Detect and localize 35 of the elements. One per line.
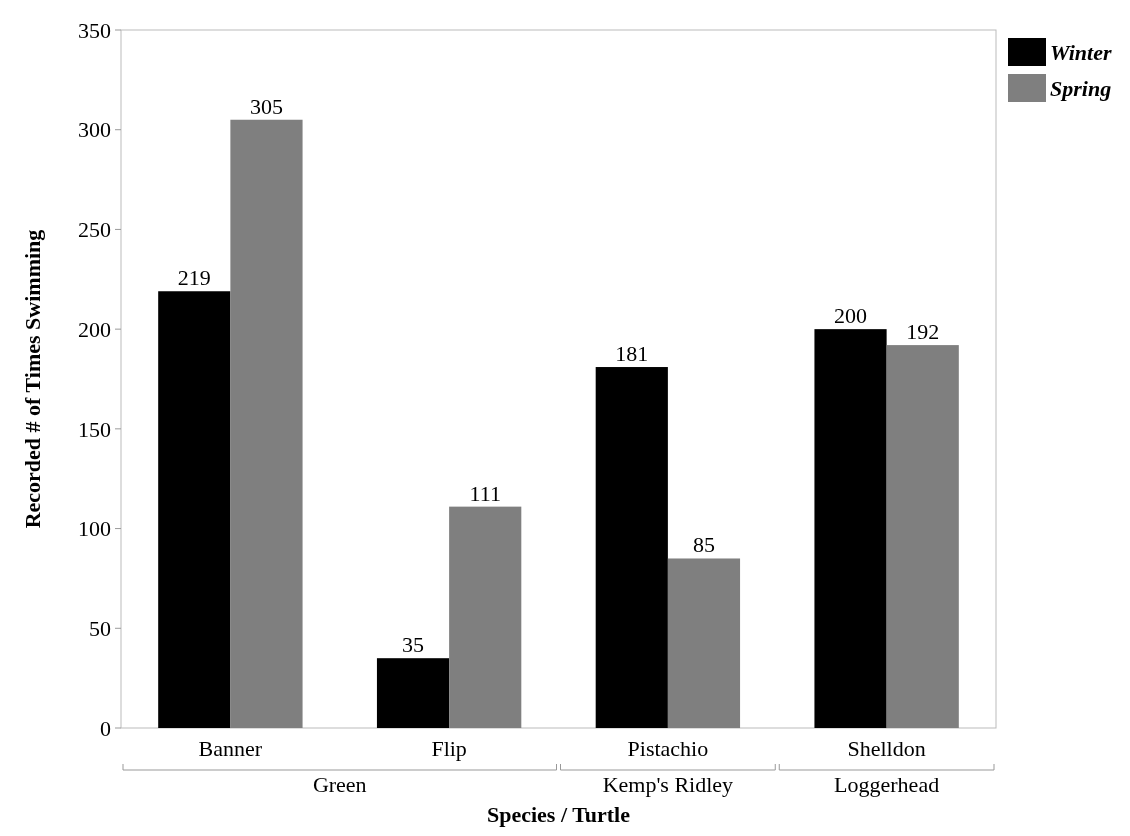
y-tick-label: 350: [78, 17, 111, 43]
data-label: 200: [834, 303, 868, 329]
y-tick-label: 150: [78, 416, 111, 442]
data-label: 192: [906, 319, 940, 345]
y-tick-label: 300: [78, 117, 111, 143]
bar: [595, 367, 668, 728]
x-tick-label: Banner: [198, 736, 263, 761]
x-axis-title: Species / Turtle: [486, 802, 631, 827]
legend-label: Winter: [1050, 39, 1112, 65]
bar: [814, 329, 887, 728]
text: Kemp's Ridley: [602, 772, 734, 797]
y-tick-label: 200: [78, 316, 111, 342]
x-tick-label: Pistachio: [627, 736, 709, 761]
bar: [158, 291, 231, 728]
y-tick-label: 100: [78, 516, 111, 542]
data-label: 111: [469, 480, 501, 506]
bar: [449, 506, 522, 728]
data-label: 181: [615, 341, 649, 367]
bar: [667, 558, 741, 728]
bar: [886, 345, 959, 728]
y-tick-label: 250: [78, 217, 111, 243]
x-tick-label: Flip: [431, 736, 467, 761]
data-label: 85: [692, 532, 715, 558]
y-tick-label: 0: [100, 715, 111, 741]
text: Loggerhead: [834, 772, 940, 797]
text: Green: [312, 772, 367, 797]
bar: [376, 658, 450, 728]
y-axis-title: Recorded # of Times Swimming: [20, 229, 45, 529]
data-label: 305: [249, 93, 283, 119]
bar: [230, 119, 303, 728]
legend-label: Spring: [1050, 75, 1112, 101]
x-tick-label: Shelldon: [847, 736, 926, 761]
y-tick-label: 50: [89, 615, 111, 641]
data-label: 35: [402, 632, 425, 658]
data-label: 219: [177, 265, 211, 291]
